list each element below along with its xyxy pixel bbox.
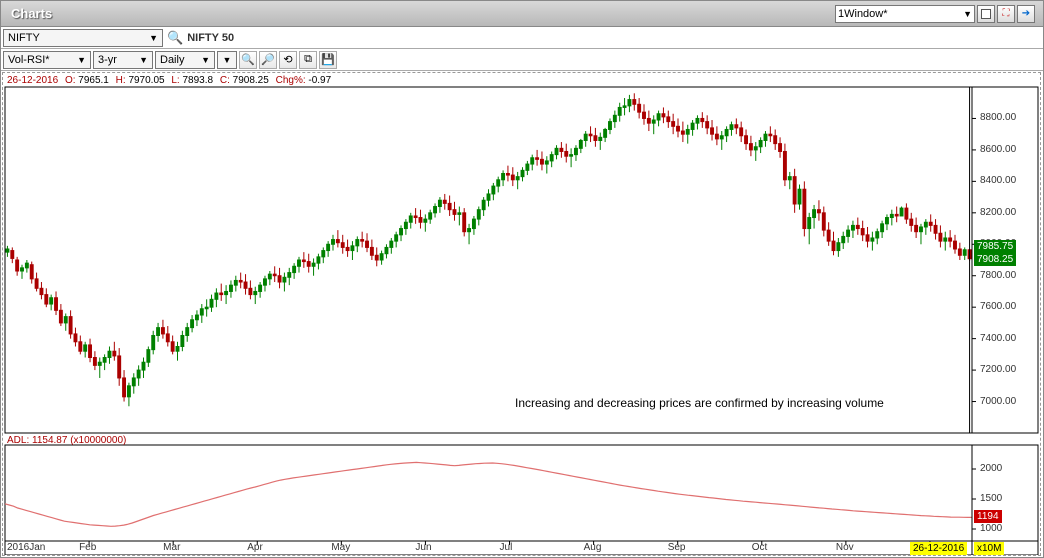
x-month-label: May [331, 542, 350, 553]
zoom-in-icon[interactable]: 🔍 [239, 51, 257, 69]
layout-select-value: 1Window* [838, 8, 888, 20]
x-month-label: Mar [163, 542, 180, 553]
ohlc-readout: 26-12-2016 O: 7965.1 H: 7970.05 L: 7893.… [7, 75, 331, 86]
x-month-label: Jul [500, 542, 513, 553]
zoom-out-icon[interactable]: 🔎 [259, 51, 277, 69]
search-icon[interactable]: 🔍 [167, 30, 183, 46]
price-ytick: 7200.00 [980, 364, 1016, 375]
price-ytick: 8800.00 [980, 112, 1016, 123]
value-flag: 1194 [974, 510, 1002, 523]
value-flag: 7985.75 [974, 240, 1016, 253]
x-month-label: Jun [415, 542, 431, 553]
value-flag: x10M [974, 542, 1004, 555]
x-month-label: Apr [247, 542, 263, 553]
symbol-select[interactable]: NIFTY ▼ [3, 29, 163, 47]
x-month-label: Oct [752, 542, 768, 553]
symbol-row: NIFTY ▼ 🔍 NIFTY 50 [1, 27, 1043, 49]
popout-button[interactable]: ➔ [1017, 5, 1035, 23]
adl-ytick: 1000 [980, 523, 1002, 534]
chart-toolbar: Vol-RSI*▼ 3-yr▼ Daily▼ ▼ 🔍 🔎 ⟲ ⧉ 💾 [1, 49, 1043, 71]
x-month-label: Sep [668, 542, 686, 553]
window-titlebar: Charts 1Window* ▼ ⛶ ➔ [1, 1, 1043, 27]
zoom-reset-icon[interactable]: ⟲ [279, 51, 297, 69]
price-ytick: 8200.00 [980, 207, 1016, 218]
price-ytick: 7800.00 [980, 270, 1016, 281]
layout-select[interactable]: 1Window* ▼ [835, 5, 975, 23]
range-select[interactable]: 3-yr▼ [93, 51, 153, 69]
adl-label: ADL: 1154.87 (x10000000) [7, 435, 126, 446]
interval-select[interactable]: Daily▼ [155, 51, 215, 69]
chart-annotation: Increasing and decreasing prices are con… [515, 396, 884, 410]
x-month-label: 2016Jan [7, 542, 45, 553]
indicator-select[interactable]: Vol-RSI*▼ [3, 51, 91, 69]
value-flag: 7908.25 [974, 253, 1016, 266]
chart-container: 26-12-2016 O: 7965.1 H: 7970.05 L: 7893.… [2, 72, 1041, 556]
chevron-down-icon: ▼ [149, 33, 158, 43]
price-ytick: 7600.00 [980, 301, 1016, 312]
x-month-label: Feb [79, 542, 96, 553]
chart-svg[interactable] [3, 73, 1040, 555]
adl-ytick: 2000 [980, 463, 1002, 474]
x-month-label: Nov [836, 542, 854, 553]
symbol-code: NIFTY [8, 32, 40, 44]
chevron-down-icon: ▼ [963, 9, 972, 19]
color-picker-button[interactable] [977, 5, 995, 23]
save-icon[interactable]: 💾 [319, 51, 337, 69]
fullscreen-button[interactable]: ⛶ [997, 5, 1015, 23]
x-month-label: Aug [584, 542, 602, 553]
value-flag: 26-12-2016 [910, 542, 967, 555]
price-ytick: 7400.00 [980, 333, 1016, 344]
window-title: Charts [5, 6, 835, 21]
copy-icon[interactable]: ⧉ [299, 51, 317, 69]
interval-menu[interactable]: ▼ [217, 51, 237, 69]
adl-ytick: 1500 [980, 493, 1002, 504]
symbol-name: NIFTY 50 [187, 32, 234, 44]
price-ytick: 8400.00 [980, 175, 1016, 186]
price-ytick: 7000.00 [980, 396, 1016, 407]
price-ytick: 8600.00 [980, 144, 1016, 155]
